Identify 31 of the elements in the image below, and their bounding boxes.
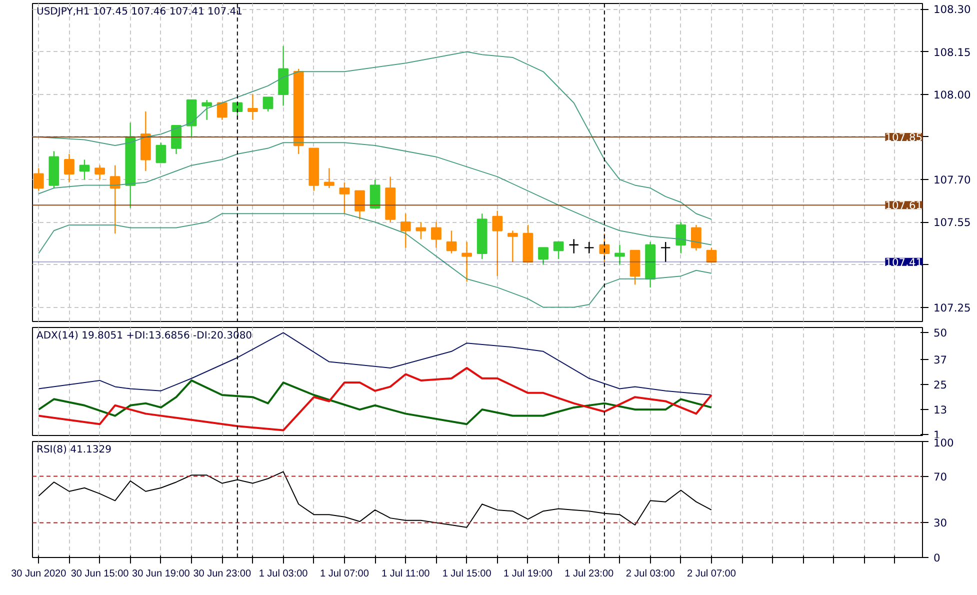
y-tick-label: 50 xyxy=(934,326,948,340)
y-tick-label: 107.55 xyxy=(934,216,971,230)
chart-title: USDJPY,H1 107.45 107.46 107.41 107.41 xyxy=(36,6,242,18)
y-tick-label: 70 xyxy=(934,470,948,484)
y-tick-label: 25 xyxy=(934,378,948,392)
y-tick-label: 13 xyxy=(934,404,948,417)
x-tick-label: 1 Jul 19:00 xyxy=(504,568,553,580)
chart-title: ADX(14) 19.8051 +DI:13.6856 -DI:20.3080 xyxy=(36,330,252,342)
y-tick-label: 107.25 xyxy=(934,301,971,314)
ref-line-label: 107.61 xyxy=(885,199,923,212)
ref-line-label: 107.41 xyxy=(885,256,923,269)
y-tick-label: 108.00 xyxy=(934,88,972,102)
y-tick-label: 0 xyxy=(934,552,940,564)
y-tick-label: 107.70 xyxy=(934,174,972,187)
x-tick-label: 1 Jul 03:00 xyxy=(258,568,308,580)
ref-line-label: 107.85 xyxy=(885,130,923,144)
x-tick-label: 30 Jun 19:00 xyxy=(132,568,190,580)
x-tick-label: 1 Jul 07:00 xyxy=(320,568,370,580)
x-tick-label: 2 Jul 07:00 xyxy=(687,568,736,580)
x-tick-label: 1 Jul 23:00 xyxy=(564,568,614,580)
y-tick-label: 37 xyxy=(934,354,948,367)
x-tick-label: 1 Jul 15:00 xyxy=(442,568,492,580)
x-tick-label: 1 Jul 11:00 xyxy=(382,568,430,580)
x-tick-label: 2 Jul 03:00 xyxy=(626,568,676,580)
y-tick-label: 108.15 xyxy=(934,46,971,59)
y-tick-label: 30 xyxy=(934,516,948,530)
chart-title: RSI(8) 41.1329 xyxy=(36,444,112,456)
x-tick-label: 30 Jun 2020 xyxy=(11,568,67,580)
x-tick-label: 30 Jun 15:00 xyxy=(70,568,130,580)
x-tick-label: 30 Jun 23:00 xyxy=(193,568,252,580)
y-tick-label: 108.30 xyxy=(934,3,972,16)
